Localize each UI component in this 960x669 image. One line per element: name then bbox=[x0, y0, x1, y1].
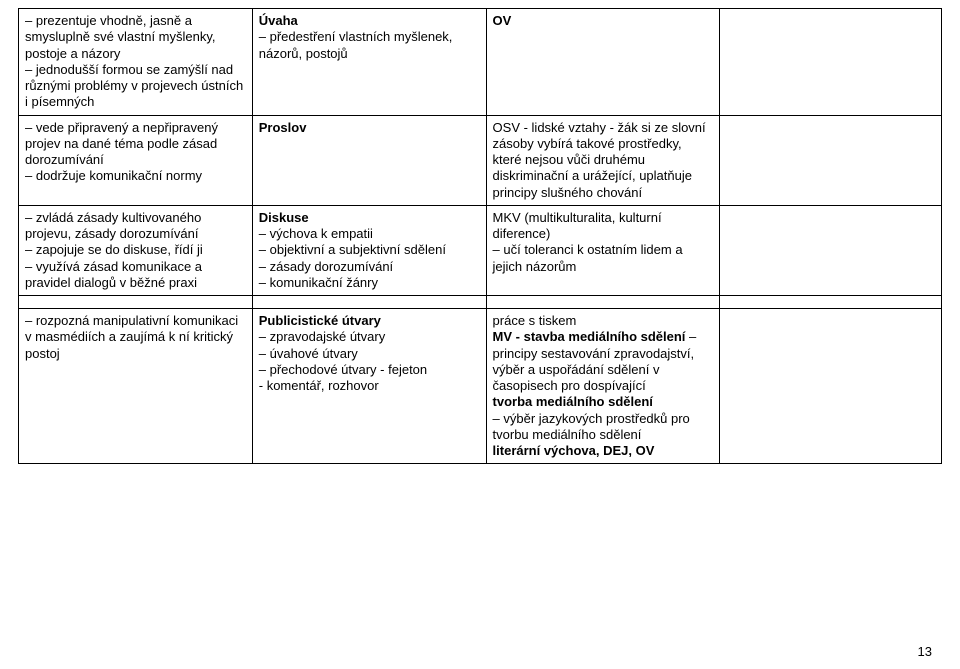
cell-topic: Úvaha– předestření vlastních myšlenek, n… bbox=[252, 9, 486, 116]
topic-heading: Publicistické útvary bbox=[259, 313, 381, 328]
cell-topic: Proslov bbox=[252, 115, 486, 205]
cell-topic: Diskuse– výchova k empatii– objektivní a… bbox=[252, 205, 486, 295]
topic-heading: Proslov bbox=[259, 120, 307, 135]
table-row: – prezentuje vhodně, jasně a smysluplně … bbox=[19, 9, 942, 116]
cell-cross: OV bbox=[486, 9, 720, 116]
cell-cross: OSV - lidské vztahy - žák si ze slovní z… bbox=[486, 115, 720, 205]
cell-outcomes: – zvládá zásady kultivovaného projevu, z… bbox=[19, 205, 253, 295]
cell-notes bbox=[720, 205, 942, 295]
cell-outcomes: – rozpozná manipulativní komunikaci v ma… bbox=[19, 309, 253, 464]
spacer-cell bbox=[19, 296, 253, 309]
table-row: – rozpozná manipulativní komunikaci v ma… bbox=[19, 309, 942, 464]
topic-heading: Úvaha bbox=[259, 13, 298, 28]
cell-notes bbox=[720, 309, 942, 464]
spacer-cell bbox=[252, 296, 486, 309]
cell-cross: MKV (multikulturalita, kulturní diferenc… bbox=[486, 205, 720, 295]
content-table: – prezentuje vhodně, jasně a smysluplně … bbox=[18, 8, 942, 464]
spacer-row bbox=[19, 296, 942, 309]
table-row: – vede připravený a nepřipravený projev … bbox=[19, 115, 942, 205]
spacer-cell bbox=[486, 296, 720, 309]
spacer-cell bbox=[720, 296, 942, 309]
cell-outcomes: – prezentuje vhodně, jasně a smysluplně … bbox=[19, 9, 253, 116]
page-number: 13 bbox=[918, 644, 932, 659]
cell-cross: práce s tiskemMV - stavba mediálního sdě… bbox=[486, 309, 720, 464]
topic-heading: Diskuse bbox=[259, 210, 309, 225]
cell-outcomes: – vede připravený a nepřipravený projev … bbox=[19, 115, 253, 205]
cell-notes bbox=[720, 9, 942, 116]
cell-topic: Publicistické útvary– zpravodajské útvar… bbox=[252, 309, 486, 464]
cell-notes bbox=[720, 115, 942, 205]
cross-heading: OV bbox=[493, 13, 512, 28]
document-page: – prezentuje vhodně, jasně a smysluplně … bbox=[0, 0, 960, 669]
table-row: – zvládá zásady kultivovaného projevu, z… bbox=[19, 205, 942, 295]
